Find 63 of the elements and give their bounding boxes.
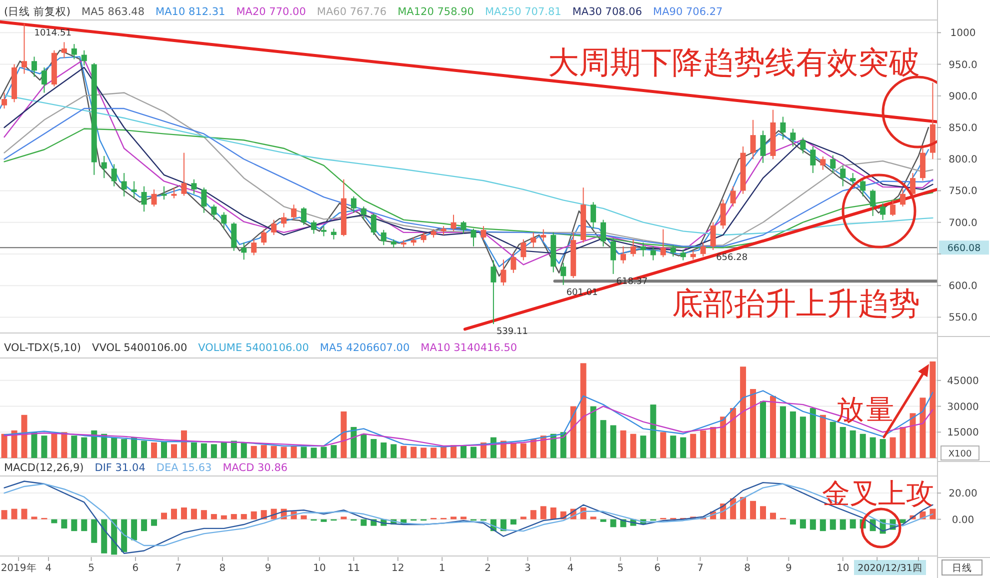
y-tick-label: 45000 — [947, 376, 979, 387]
x-tick-label: 3 — [524, 563, 531, 574]
x-tick-label: 8 — [219, 563, 226, 574]
x-tick-label: 10 — [836, 563, 850, 574]
x-tick-label: 8 — [744, 563, 751, 574]
text: MA10 3140416.50 — [420, 342, 518, 354]
ref-line-label: 660.08 — [947, 243, 981, 254]
y-tick-label: 800.0 — [948, 154, 978, 166]
x-tick-label: 10 — [313, 563, 326, 574]
text: MA30 708.06 — [572, 6, 642, 18]
text: MACD 30.86 — [222, 462, 288, 474]
y-tick-label: 750.0 — [948, 186, 978, 198]
text: MA120 758.90 — [398, 6, 474, 18]
text: VVOL 5400106.00 — [92, 342, 188, 354]
x-tick-label: 2019年 — [0, 562, 36, 574]
y-tick-label: 0.00 — [952, 514, 974, 526]
annotation: 大周期下降趋势线有效突破 — [548, 45, 920, 81]
text: VOLUME 5400106.00 — [198, 342, 309, 354]
x-tick-label: 4 — [567, 563, 574, 574]
text: MA5 863.48 — [82, 6, 145, 18]
text: MA5 4206607.00 — [320, 342, 410, 354]
annotation: 金叉上攻 — [822, 477, 934, 510]
text: MA250 707.81 — [484, 6, 562, 18]
text: MA60 767.76 — [316, 6, 387, 18]
chart-title: (日线 前复权) — [4, 5, 71, 18]
chart-title: MACD(12,26,9) — [4, 462, 84, 474]
x-tick-label: 2 — [484, 563, 491, 574]
text: MA20 770.00 — [236, 6, 306, 18]
x-tick-label: 9 — [264, 563, 272, 574]
x-tick-label: 11 — [347, 563, 360, 574]
y-tick-label: 1000 — [950, 28, 976, 40]
y-tick-label: 20.00 — [948, 488, 978, 500]
y-tick-label: 550.0 — [948, 312, 978, 324]
y-tick-label: 950.0 — [948, 60, 978, 71]
x-tick-label: 12 — [392, 563, 404, 574]
x-tick-label: 6 — [132, 563, 139, 574]
x-tick-label: 7 — [697, 563, 704, 574]
text: MA10 812.31 — [156, 6, 226, 18]
y-tick-label: 850.0 — [948, 122, 978, 134]
x-tick-label: 9 — [785, 563, 792, 574]
x-tick-label: 4 — [45, 563, 52, 574]
y-axis-title: X100 — [948, 450, 972, 460]
y-tick-label: 600.0 — [948, 281, 978, 292]
chart-title: VOL-TDX(5,10) — [4, 342, 82, 354]
y-tick-label: 700.0 — [948, 218, 978, 229]
annotation: 底部抬升上升趋势 — [672, 286, 920, 322]
text: 2020/12/31四 — [858, 563, 922, 574]
annotation: 656.28 — [716, 252, 748, 263]
annotation: 放量 — [836, 393, 896, 426]
annotation: 539.11 — [496, 327, 528, 338]
y-tick-label: 15000 — [947, 428, 979, 439]
y-tick-label: 30000 — [947, 402, 979, 413]
text: 日线 — [952, 562, 972, 574]
text: MA90 706.27 — [653, 6, 723, 18]
x-tick-label: 6 — [654, 563, 661, 574]
x-tick-label: 1 — [438, 563, 446, 574]
x-tick-label: 5 — [88, 563, 94, 574]
text: DIF 31.04 — [94, 462, 146, 474]
annotation: 1014.51 — [34, 28, 72, 38]
text: DEA 15.63 — [156, 462, 212, 474]
x-tick-label: 5 — [617, 563, 624, 574]
y-tick-label: 900.0 — [948, 91, 978, 102]
x-tick-label: 7 — [175, 563, 182, 574]
